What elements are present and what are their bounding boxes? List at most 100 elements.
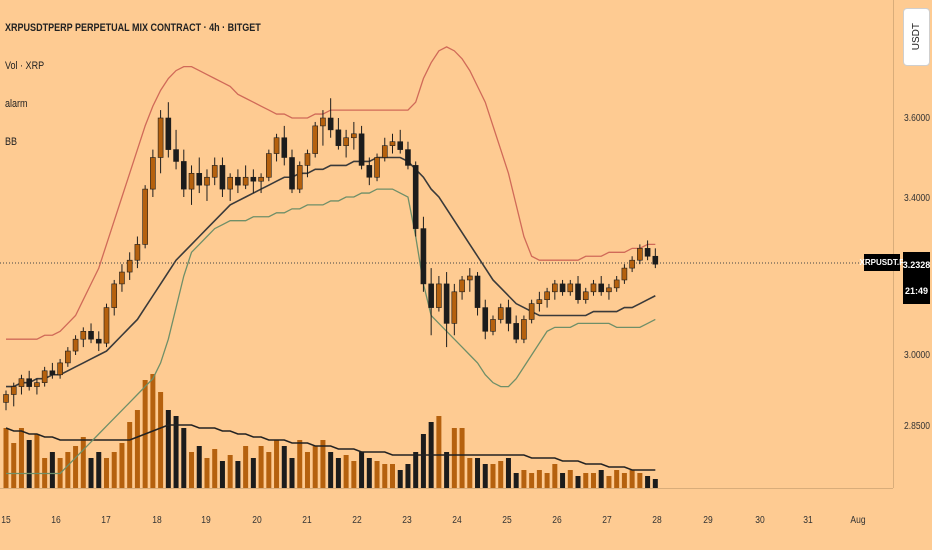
candle-body [18,378,25,387]
volume-bar [165,410,171,488]
candle-body [165,117,172,150]
bb-lower-band [6,188,656,475]
candle-body [10,386,17,395]
date-tick-label: 18 [152,515,162,526]
volume-bar [343,455,349,488]
volume-bar [243,446,249,488]
candle-body [637,248,643,261]
candle-body [552,283,558,293]
candle-body [126,259,133,273]
candle-body [204,176,210,186]
volume-bar [606,476,612,488]
date-tick-label: Aug [850,515,866,526]
candle-body [582,291,589,300]
price-tick-label: 3.0000 [904,350,931,361]
volume-bar [652,479,658,488]
volume-bar [390,464,395,488]
date-tick-label: 26 [552,515,562,526]
date-tick-label: 16 [51,515,61,526]
volume-bar [645,476,651,488]
candle-body [211,165,218,178]
volume-bar [560,473,566,488]
candle-body [536,299,543,304]
candle-body [3,394,9,403]
price-tick-label: 3.6000 [904,113,931,124]
volume-bar [11,443,17,488]
volume-bar [598,470,604,488]
candle-body [613,279,620,289]
price-chart-canvas[interactable] [0,0,893,540]
candle-body [327,117,334,131]
volume-bar [590,473,596,488]
price-tick-label: 2.8500 [904,421,931,432]
candle-body [266,153,272,178]
volume-bar [451,428,457,488]
volume-bar [382,464,388,488]
candle-body [521,319,527,340]
candle-body [142,188,148,245]
last-price-label: 3.2328 21:49 [903,252,930,304]
date-tick-label: 17 [101,515,111,526]
candle-body [320,117,326,127]
candle-body [544,291,550,300]
legend-bollinger-bands[interactable]: BB [5,136,18,148]
volume-bar [227,455,233,488]
candle-body [405,149,411,166]
candle-body [513,323,519,340]
legend-volume-indicator[interactable]: Vol · XRP [5,60,45,72]
legend-symbol-title[interactable]: XRPUSDTPERP PERPETUAL MIX CONTRACT · 4h … [5,22,261,34]
candle-body [180,161,187,190]
candle-body [490,319,496,332]
candle-body [258,176,264,182]
volume-bar [637,473,643,488]
volume-bar [3,428,9,488]
volume-bar [34,434,40,488]
volume-bar [498,461,504,488]
volume-bar [405,464,411,488]
volume-bar [552,464,558,488]
volume-bar [111,452,117,488]
bb-upper-band [6,46,656,340]
volume-ma-line [5,424,656,471]
volume-bar [359,452,365,488]
volume-bar [80,437,86,488]
candle-body [374,157,380,178]
candle-body [281,137,288,158]
candle-body [397,141,404,150]
volume-bar [413,452,419,488]
candle-body [474,275,481,308]
volume-bar [544,473,550,488]
candle-body [289,157,295,190]
candle-body [41,370,48,383]
currency-label: USDT [911,23,922,51]
volume-bar [281,446,287,488]
candle-body [528,303,535,320]
volume-bar [575,476,581,488]
legend-alarm-indicator[interactable]: alarm [5,98,28,110]
volume-bar [444,452,450,488]
candle-body [366,165,373,178]
date-tick-label: 27 [602,515,612,526]
currency-selector-button[interactable]: USDT [903,8,930,66]
candle-body [88,330,94,340]
volume-bar [289,458,295,488]
volume-bar [173,416,179,488]
date-tick-label: 23 [402,515,412,526]
candle-body [26,378,32,387]
volume-bar [475,458,481,488]
candle-body [250,176,257,182]
candle-body [103,307,110,344]
candle-body [273,137,280,154]
last-price-value: 3.2328 [902,260,931,270]
candle-body [219,165,226,190]
volume-bar [397,470,403,488]
volume-bar [196,446,202,488]
volume-bar [212,449,218,488]
candle-body [95,338,102,344]
date-tick-label: 15 [1,515,11,526]
candle-body [644,248,651,257]
volume-bar [614,470,620,488]
candle-body [80,330,87,340]
date-tick-label: 19 [201,515,211,526]
